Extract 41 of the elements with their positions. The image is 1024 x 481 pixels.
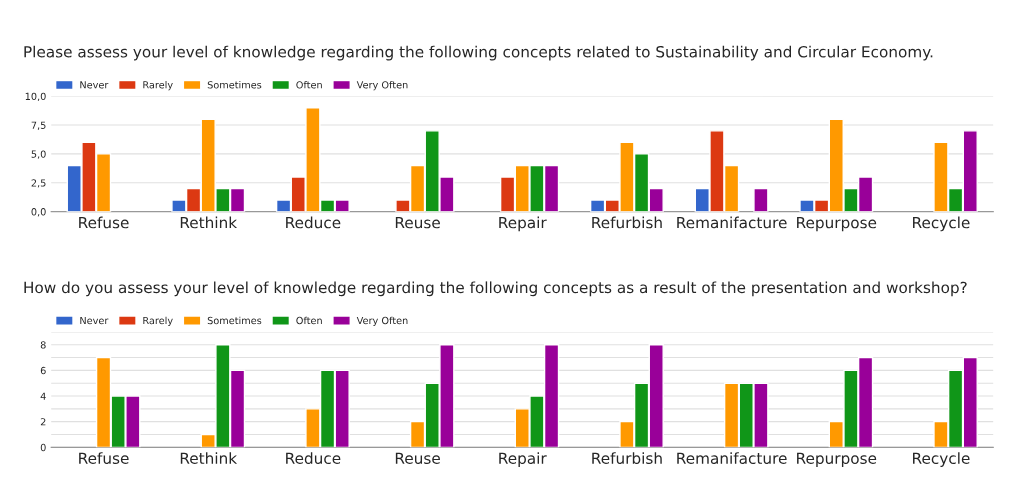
x-tick-label: Reuse [395, 452, 440, 465]
x-tick-label: Refuse [79, 452, 129, 465]
x-tick-label: Remanifacture [677, 216, 787, 229]
legend-label: Rarely [143, 316, 173, 327]
legend-label: Never [80, 81, 109, 89]
legend-label: Very Often [356, 316, 408, 327]
x-tick-label: Rethink [180, 216, 238, 229]
x-tick-label: Refurbish [592, 452, 662, 465]
legend-label: Often [296, 316, 322, 325]
legend-label: Very Often [356, 80, 408, 91]
y-tick-label: 8 [40, 341, 46, 349]
y-tick-label: 4 [40, 392, 46, 400]
y-tick-label: 7,5 [31, 121, 46, 130]
x-tick-label: Recycle [913, 216, 970, 232]
y-tick-label: 10,0 [25, 92, 46, 102]
x-tick-label: Rethink [180, 452, 238, 465]
x-tick-label: Refurbish [592, 216, 662, 229]
x-tick-label: Refuse [79, 216, 129, 229]
x-tick-label: Reduce [286, 452, 341, 465]
y-tick-label: 5,0 [31, 150, 46, 159]
legend-label: Sometimes [207, 80, 262, 89]
x-tick-label: Reduce [286, 216, 341, 229]
x-tick-label: Reuse [395, 216, 440, 229]
legend-label: Sometimes [207, 316, 262, 325]
y-tick-label: 2 [40, 418, 46, 426]
y-tick-label: 2,5 [31, 179, 46, 188]
x-tick-label: Repair [499, 452, 547, 467]
x-tick-label: Repurpose [797, 216, 877, 232]
y-tick-label: 0,0 [31, 208, 46, 217]
x-tick-label: Repair [499, 216, 547, 232]
x-tick-label: Repurpose [797, 452, 877, 467]
chart-title: How do you assess your level of knowledge regarding the following concepts as a result of the presentation and workshop? [24, 281, 967, 297]
chart-title: Please assess your level of knowledge regarding the following concepts related to Sustainability and Circular Economy. [24, 45, 933, 61]
legend-label: Never [80, 316, 109, 325]
legend-label: Rarely [143, 80, 173, 91]
x-tick-label: Recycle [913, 452, 970, 467]
bar [753, 187, 769, 212]
x-tick-label: Remanifacture [677, 452, 787, 465]
y-tick-label: 0 [40, 443, 46, 452]
legend-label: Often [296, 80, 322, 89]
y-tick-label: 6 [40, 366, 46, 375]
